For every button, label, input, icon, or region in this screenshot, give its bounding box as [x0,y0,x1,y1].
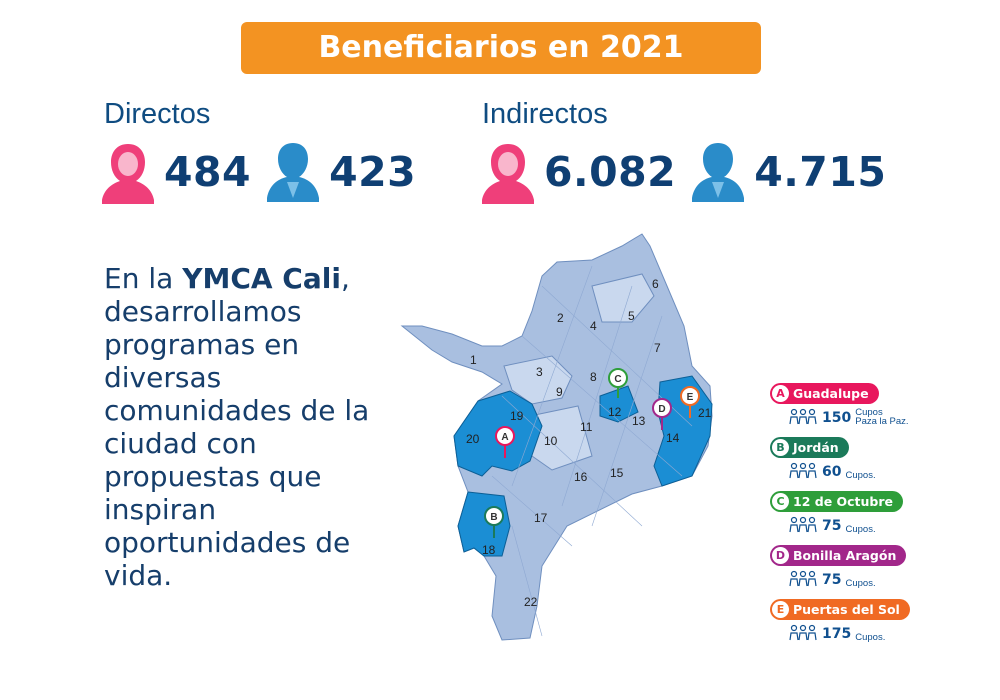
legend-cupos: 75 Cupos. [788,516,876,534]
comuna-label: 15 [610,466,624,480]
legend-site-name: Guadalupe [793,386,869,401]
legend-pill: C 12 de Octubre [770,491,904,512]
legend-item-bonilla-aragon: D Bonilla Aragón 75 Cupos. [770,545,996,599]
pin-letter: B [490,512,497,523]
pin-letter: D [658,404,665,415]
legend-cupos: 175 Cupos. [788,624,885,642]
legend-letter: A [772,385,789,402]
legend-item-jordan: B Jordán 60 Cupos. [770,437,996,491]
legend-letter: D [772,547,789,564]
indirectos-women-count: 6.082 [544,148,677,196]
legend-site-name: Puertas del Sol [793,602,900,617]
cupos-label: Cupos. [855,632,886,643]
comuna-label: 11 [580,420,593,434]
pin-letter: C [614,374,621,385]
comuna-label: 16 [574,470,588,484]
comuna-labels: 1 2 3 4 5 6 7 8 9 10 11 12 13 14 15 16 1… [466,277,712,609]
legend-item-12-de-octubre: C 12 de Octubre 75 Cupos. [770,491,996,545]
directos-women-count: 484 [164,148,252,196]
comuna-label: 3 [536,365,543,379]
comuna-label: 19 [510,409,524,423]
comuna-label: 18 [482,543,496,557]
woman-icon [482,144,534,204]
woman-icon [102,144,154,204]
pin-a: A [495,426,515,458]
indirectos-stats: 6.082 4.715 [480,140,900,204]
comuna-label: 2 [557,311,564,325]
pin-c: C [608,368,628,398]
man-icon [692,143,745,202]
intro-paragraph: En la YMCA Cali, desarrollamos programas… [104,262,394,592]
people-group-icon [789,516,817,533]
people-group-icon [789,624,817,641]
legend-site-name: Jordán [793,440,839,455]
legend-cupos: 150 Cupos Paza la Paz. [788,408,909,426]
legend-item-puertas-del-sol: E Puertas del Sol 175 Cupos. [770,599,996,653]
people-group-icon [789,408,817,425]
comuna-label: 6 [652,277,659,291]
directos-men-count: 423 [329,148,417,196]
intro-brand: YMCA Cali [182,262,341,295]
legend-pill: D Bonilla Aragón [770,545,907,566]
comuna-label: 17 [534,511,548,525]
legend-letter: E [772,601,789,618]
sites-legend: A Guadalupe 150 Cupos Paza la Paz. B Jor… [770,383,996,653]
comuna-label: 14 [666,431,680,445]
pin-letter: A [501,432,508,443]
page-title: Beneficiarios en 2021 [318,30,684,65]
cupos-label: Cupos. [845,470,876,481]
cupos-label: Cupos. [845,524,876,535]
comuna-label: 9 [556,385,563,399]
comuna-label: 12 [608,405,622,419]
cupos-count: 175 [822,626,852,642]
directos-stats: 484 423 [100,140,430,204]
legend-cupos: 60 Cupos. [788,462,876,480]
people-group-icon [789,462,817,479]
title-banner: Beneficiarios en 2021 [241,22,761,74]
man-icon [267,143,320,202]
indirectos-title: Indirectos [482,98,608,130]
zone-light-2 [591,273,655,323]
legend-pill: A Guadalupe [770,383,879,404]
comunas-map: 1 2 3 4 5 6 7 8 9 10 11 12 13 14 15 16 1… [400,233,713,641]
comuna-label: 8 [590,370,597,384]
cupos-count: 75 [822,518,842,534]
legend-site-name: Bonilla Aragón [793,548,897,563]
comuna-label: 1 [470,353,477,367]
comuna-label: 13 [632,414,646,428]
pin-letter: E [687,392,694,403]
pin-b: B [484,506,504,538]
legend-item-guadalupe: A Guadalupe 150 Cupos Paza la Paz. [770,383,996,437]
pin-e: E [680,386,700,418]
legend-letter: B [772,439,789,456]
legend-cupos: 75 Cupos. [788,570,876,588]
comuna-label: 22 [524,595,538,609]
comuna-12-highlight [599,385,639,423]
comuna-label: 20 [466,432,480,446]
cupos-count: 150 [822,410,852,426]
legend-letter: C [772,493,789,510]
comuna-label: 7 [654,341,661,355]
cali-map: 1 2 3 4 5 6 7 8 9 10 11 12 13 14 15 16 1… [392,226,732,646]
legend-pill: B Jordán [770,437,849,458]
directos-title: Directos [104,98,211,130]
comuna-label: 10 [544,434,558,448]
pin-d: D [652,398,672,430]
comuna-label: 21 [698,406,712,420]
people-group-icon [789,570,817,587]
comuna-label: 5 [628,309,635,323]
intro-before: En la [104,262,183,295]
legend-site-name: 12 de Octubre [793,494,894,509]
cupos-count: 60 [822,464,842,480]
cupos-count: 75 [822,572,842,588]
indirectos-men-count: 4.715 [754,148,887,196]
comuna-label: 4 [590,319,597,333]
cupos-label: Cupos Paza la Paz. [855,407,909,427]
cupos-label: Cupos. [845,578,876,589]
intro-after: , desarrollamos programas en diversas co… [104,262,370,592]
legend-pill: E Puertas del Sol [770,599,910,620]
